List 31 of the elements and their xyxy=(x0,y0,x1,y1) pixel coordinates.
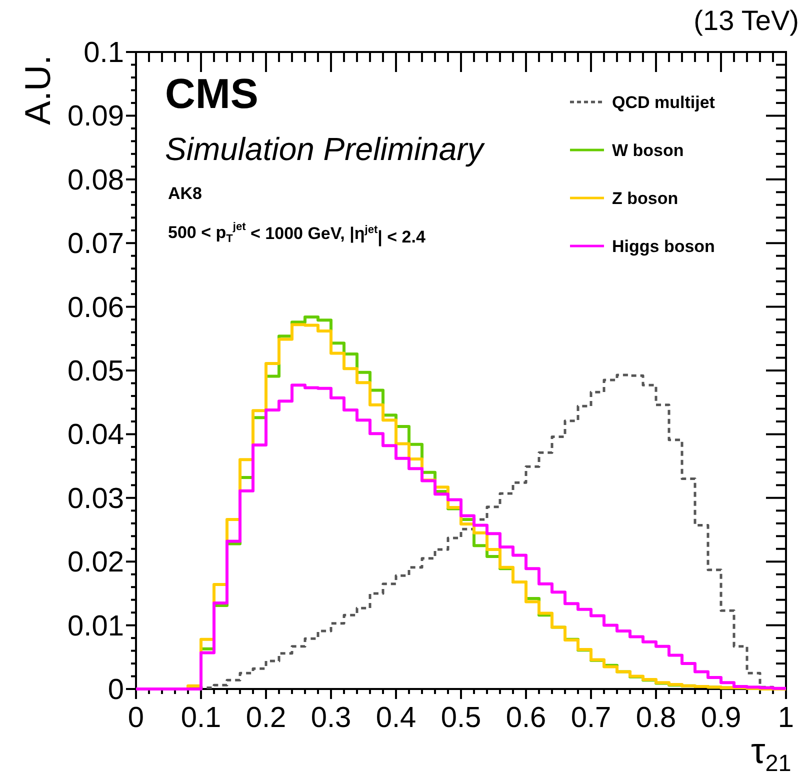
annotation: CMS xyxy=(165,70,258,117)
y-tick-label: 0.03 xyxy=(68,482,124,515)
legend-label: Higgs boson xyxy=(612,237,715,256)
x-tick-label: 0.8 xyxy=(636,702,676,734)
y-axis-title: A.U. xyxy=(17,55,58,126)
y-tick-label: 0.07 xyxy=(68,228,124,260)
legend-label: W boson xyxy=(612,141,684,160)
y-tick-label: 0.06 xyxy=(68,292,124,324)
annotation: AK8 xyxy=(168,184,202,203)
annotation: 500 < p$_{T}$$^{jet}$ < 1000 GeV, |η$^{jet}$| < 2.4 xyxy=(168,220,426,246)
y-tick-label: 0.05 xyxy=(68,356,124,388)
y-tick-label: 0.09 xyxy=(68,100,124,133)
x-tick-label: 0.6 xyxy=(506,702,546,734)
y-tick-label: 0 xyxy=(108,674,124,706)
x-tick-label: 0.3 xyxy=(310,702,352,734)
x-tick-label: 0.4 xyxy=(376,702,416,734)
y-tick-label: 0.08 xyxy=(68,164,124,196)
annotation: Simulation Preliminary xyxy=(165,131,486,167)
x-tick-label: 0.7 xyxy=(570,702,612,734)
chart-title: (13 TeV) xyxy=(694,5,799,36)
x-tick-label: 0 xyxy=(128,702,144,734)
x-tick-label: 0.5 xyxy=(440,702,482,734)
x-tick-label: 0.9 xyxy=(700,702,742,734)
y-tick-label: 0.04 xyxy=(68,419,124,452)
legend-label: QCD multijet xyxy=(612,93,716,112)
x-tick-label: 0.1 xyxy=(180,702,222,734)
y-tick-label: 0.02 xyxy=(68,546,124,579)
legend-label: Z boson xyxy=(612,189,678,208)
x-tick-label: 0.2 xyxy=(246,702,286,734)
y-tick-label: 0.01 xyxy=(68,610,124,642)
y-tick-label: 0.1 xyxy=(84,37,124,69)
